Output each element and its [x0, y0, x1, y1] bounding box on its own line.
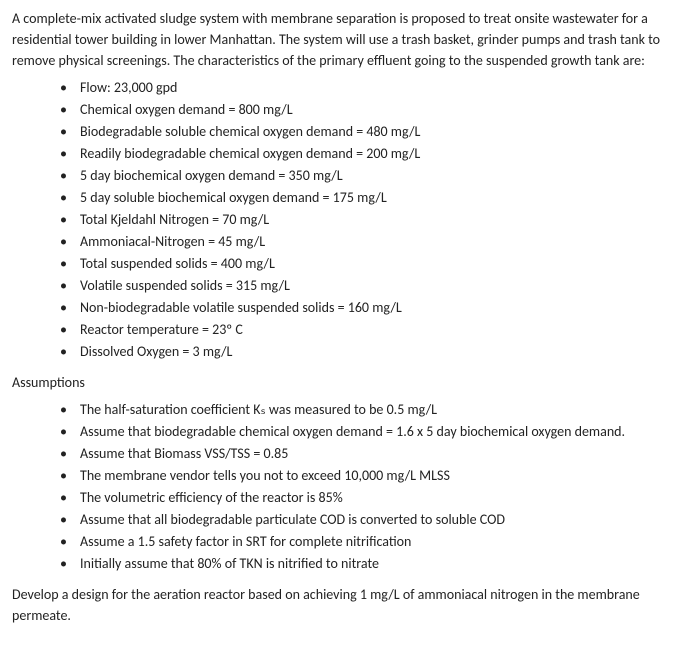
list-item: Chemical oxygen demand = 800 mg/L: [60, 99, 680, 120]
list-item: The volumetric efficiency of the reactor…: [60, 487, 680, 508]
list-item: Total Kjeldahl Nitrogen = 70 mg/L: [60, 209, 680, 230]
intro-paragraph: A complete-mix activated sludge system w…: [12, 8, 680, 71]
list-item: Assume that Biomass VSS/TSS = 0.85: [60, 443, 680, 464]
list-item: Initially assume that 80% of TKN is nitr…: [60, 553, 680, 574]
list-item: 5 day biochemical oxygen demand = 350 mg…: [60, 165, 680, 186]
list-item: Biodegradable soluble chemical oxygen de…: [60, 121, 680, 142]
closing-paragraph: Develop a design for the aeration reacto…: [12, 584, 680, 626]
list-item: Non-biodegradable volatile suspended sol…: [60, 297, 680, 318]
list-item: Ammoniacal-Nitrogen = 45 mg/L: [60, 231, 680, 252]
assumptions-list: The half-saturation coefficient Kₛ was m…: [12, 399, 680, 574]
assumptions-heading: Assumptions: [12, 372, 680, 393]
list-item: Assume that all biodegradable particulat…: [60, 509, 680, 530]
list-item: 5 day soluble biochemical oxygen demand …: [60, 187, 680, 208]
list-item: The membrane vendor tells you not to exc…: [60, 465, 680, 486]
list-item: Dissolved Oxygen = 3 mg/L: [60, 341, 680, 362]
list-item: Reactor temperature = 23º C: [60, 319, 680, 340]
list-item: Readily biodegradable chemical oxygen de…: [60, 143, 680, 164]
list-item: Assume that biodegradable chemical oxyge…: [60, 421, 680, 442]
list-item: The half-saturation coefficient Kₛ was m…: [60, 399, 680, 420]
list-item: Total suspended solids = 400 mg/L: [60, 253, 680, 274]
list-item: Volatile suspended solids = 315 mg/L: [60, 275, 680, 296]
list-item: Assume a 1.5 safety factor in SRT for co…: [60, 531, 680, 552]
parameters-list: Flow: 23,000 gpd Chemical oxygen demand …: [12, 77, 680, 362]
list-item: Flow: 23,000 gpd: [60, 77, 680, 98]
